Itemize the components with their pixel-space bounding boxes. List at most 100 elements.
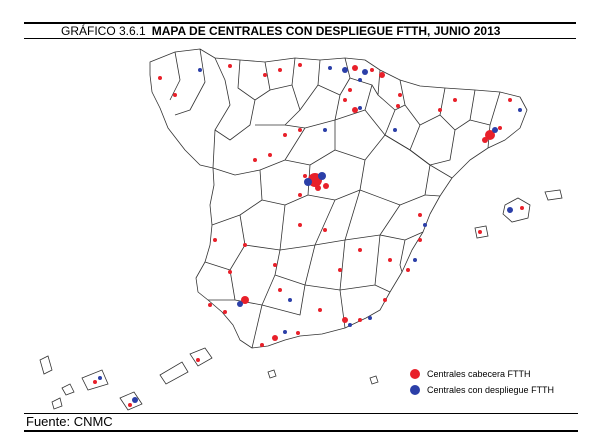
source-note: Fuente: CNMC [24, 413, 578, 432]
central-dot [388, 258, 392, 262]
central-dot [418, 238, 422, 242]
central-dot [370, 68, 374, 72]
central-dot [158, 76, 162, 80]
central-dot [198, 68, 202, 72]
canary-gomera [61, 383, 75, 396]
central-dot [228, 64, 232, 68]
central-dot [296, 331, 300, 335]
central-dot [253, 158, 257, 162]
central-dot [298, 193, 302, 197]
central-dot [393, 128, 397, 132]
central-dot [358, 106, 362, 110]
central-dot [418, 213, 422, 217]
central-dot [304, 178, 312, 186]
canary-fuerteventura [159, 361, 189, 385]
menorca-outline [544, 189, 563, 201]
melilla-outline [369, 375, 379, 385]
central-dot [348, 323, 352, 327]
central-dot [478, 230, 482, 234]
legend-item-cabecera: Centrales cabecera FTTH [410, 366, 554, 382]
central-dot [298, 128, 302, 132]
central-dot [278, 68, 282, 72]
spain-map [39, 48, 563, 411]
central-dot [298, 223, 302, 227]
central-dot [485, 130, 495, 140]
central-dot [482, 137, 488, 143]
central-dot [520, 206, 524, 210]
central-dot [323, 183, 329, 189]
central-dot [318, 308, 322, 312]
central-dot [498, 126, 502, 130]
central-dot [358, 78, 362, 82]
central-dot [383, 298, 387, 302]
central-dot [343, 98, 347, 102]
canary-grancanaria [119, 391, 143, 411]
legend-label-cabecera: Centrales cabecera FTTH [427, 369, 531, 379]
central-dot [278, 288, 282, 292]
central-dot [453, 98, 457, 102]
central-dot [348, 88, 352, 92]
central-dot [342, 317, 348, 323]
central-dot [260, 343, 264, 347]
figure-caption: MAPA DE CENTRALES CON DESPLIEGUE FTTH, J… [151, 24, 501, 38]
central-dot [508, 98, 512, 102]
central-dot [358, 318, 362, 322]
central-dot [438, 108, 442, 112]
central-dot [423, 223, 427, 227]
central-dot [379, 72, 385, 78]
central-dot [323, 228, 327, 232]
central-dot [323, 128, 327, 132]
central-dot [413, 258, 417, 262]
legend-swatch-red [410, 369, 420, 379]
central-dot [213, 238, 217, 242]
central-dot [358, 248, 362, 252]
central-dot [273, 263, 277, 267]
canary-lapalma [39, 355, 53, 375]
central-dot [268, 153, 272, 157]
ibiza-outline [474, 225, 489, 239]
ceuta-outline [267, 369, 277, 379]
figure-number: GRÁFICO 3.6.1 [61, 24, 146, 38]
central-dot [396, 104, 400, 108]
central-dot [228, 270, 232, 274]
central-dot [318, 172, 326, 180]
central-dot [173, 93, 177, 97]
central-dot [492, 127, 498, 133]
legend: Centrales cabecera FTTH Centrales con de… [410, 366, 554, 398]
legend-swatch-blue [410, 385, 420, 395]
central-dot [223, 310, 227, 314]
canary-tenerife [81, 369, 109, 391]
canary-lanzarote [189, 347, 213, 367]
central-dots [93, 63, 524, 407]
central-dot [298, 63, 302, 67]
canary-hierro [51, 397, 63, 410]
central-dot [283, 133, 287, 137]
legend-label-despliegue: Centrales con despliegue FTTH [427, 385, 555, 395]
central-dot [283, 330, 287, 334]
central-dot [303, 174, 307, 178]
central-dot [406, 268, 410, 272]
central-dot [98, 376, 102, 380]
central-dot [507, 207, 513, 213]
central-dot [263, 73, 267, 77]
central-dot [368, 316, 372, 320]
figure-title: GRÁFICO 3.6.1 MAPA DE CENTRALES CON DESPL… [24, 22, 576, 39]
central-dot [342, 67, 348, 73]
central-dot [243, 243, 247, 247]
legend-item-despliegue: Centrales con despliegue FTTH [410, 382, 554, 398]
central-dot [272, 335, 278, 341]
central-dot [328, 66, 332, 70]
central-dot [208, 303, 212, 307]
central-dot [196, 358, 200, 362]
central-dot [315, 185, 321, 191]
central-dot [352, 107, 358, 113]
central-dot [398, 93, 402, 97]
central-dot [518, 108, 522, 112]
central-dot [132, 397, 138, 403]
mainland-outline [149, 48, 528, 349]
central-dot [241, 296, 249, 304]
central-dot [338, 268, 342, 272]
central-dot [93, 380, 97, 384]
central-dot [237, 301, 243, 307]
central-dot [128, 403, 132, 407]
